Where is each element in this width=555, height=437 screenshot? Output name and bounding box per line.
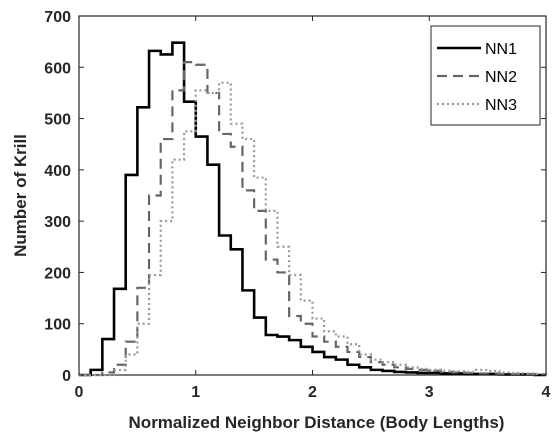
y-tick-label: 700: [44, 9, 71, 26]
x-tick-label: 0: [75, 384, 84, 401]
y-axis-label: Number of Krill: [11, 134, 30, 257]
y-tick-label: 300: [44, 214, 71, 231]
y-tick-label: 100: [44, 317, 71, 334]
legend-label-nn2: NN2: [485, 69, 517, 86]
x-tick-label: 2: [308, 384, 317, 401]
y-tick-label: 0: [62, 368, 71, 385]
legend-box: [430, 25, 541, 126]
y-tick-label: 600: [44, 60, 71, 77]
series-line-nn2: [79, 61, 548, 377]
legend-label-nn3: NN3: [485, 97, 517, 114]
y-tick-label: 400: [44, 163, 71, 180]
y-tick-label: 200: [44, 265, 71, 282]
axis-ticks: 0 1 2 3 4 0 100 200 300 400 500 600 700: [44, 9, 550, 401]
series-line-nn1: [79, 41, 546, 377]
y-tick-label: 500: [44, 112, 71, 129]
x-tick-label: 1: [191, 384, 200, 401]
x-tick-label: 3: [425, 384, 434, 401]
series-group: [79, 41, 548, 377]
x-tick-label: 4: [542, 384, 551, 401]
legend-label-nn1: NN1: [485, 41, 517, 58]
legend: NN1 NN2 NN3: [430, 25, 541, 126]
x-axis-label: Normalized Neighbor Distance (Body Lengt…: [129, 413, 505, 432]
